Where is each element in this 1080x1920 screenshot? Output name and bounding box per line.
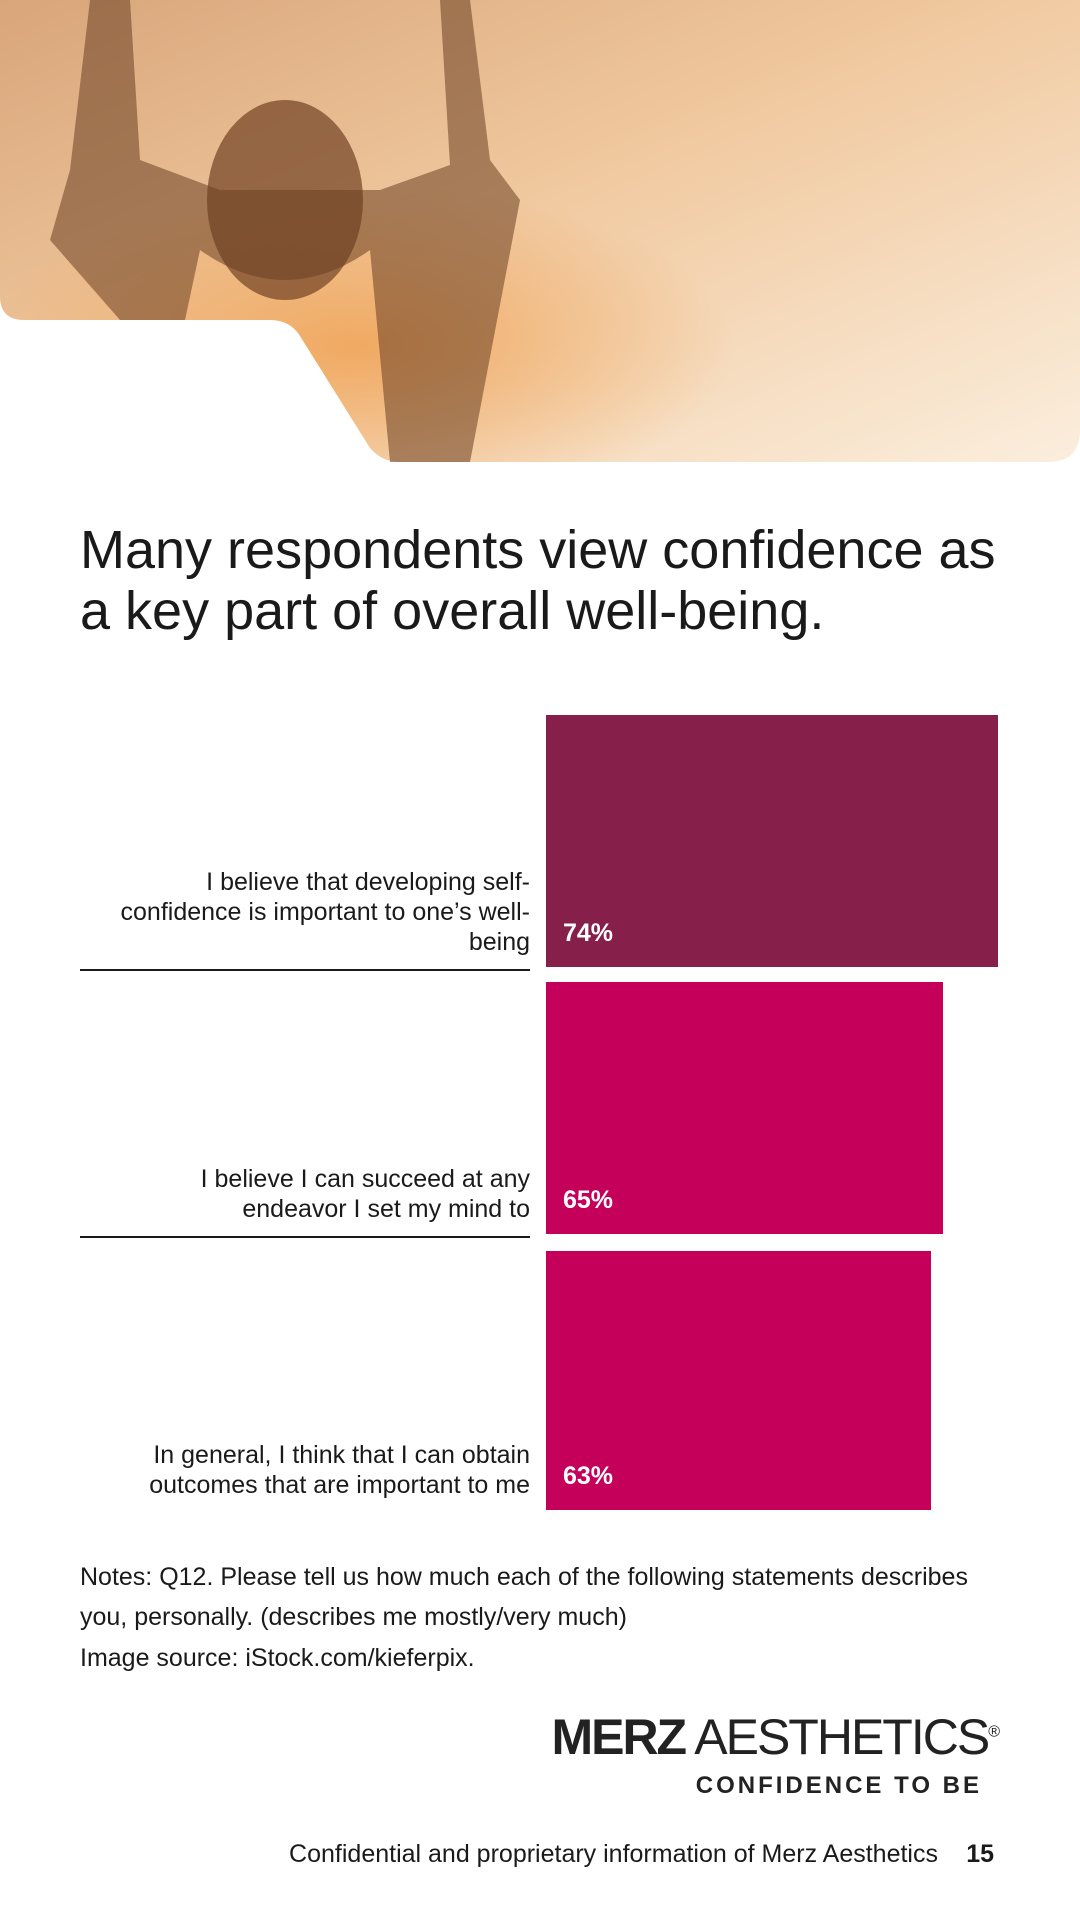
bar-chart: 74% I believe that developing self-confid… xyxy=(0,700,1080,1530)
page-number: 15 xyxy=(966,1840,994,1868)
hero-photo xyxy=(0,0,1080,462)
logo-brand: MERZ xyxy=(551,1709,687,1765)
divider xyxy=(80,1236,530,1238)
bar xyxy=(546,982,944,1234)
bar xyxy=(546,715,999,967)
value-label: 74% xyxy=(563,919,614,947)
category-label: In general, I think that I can obtain ou… xyxy=(149,1441,530,1499)
notes: Notes: Q12. Please tell us how much each… xyxy=(80,1563,968,1631)
tagline: CONFIDENCE TO BE xyxy=(695,1772,982,1799)
bar xyxy=(546,1251,931,1510)
value-label: 65% xyxy=(563,1186,614,1214)
category-label: I believe that developing self-confidenc… xyxy=(120,868,530,956)
value-label: 63% xyxy=(563,1462,614,1490)
logo-mark: ® xyxy=(988,1723,1000,1741)
logo-name: AESTHETICS xyxy=(694,1709,990,1765)
divider xyxy=(80,969,530,971)
title: Many respondents view confidence as a ke… xyxy=(80,520,996,641)
footer-text: Confidential and proprietary information… xyxy=(289,1840,938,1868)
logo: MERZ AESTHETICS® xyxy=(551,1708,1000,1766)
image-source: Image source: iStock.com/kieferpix. xyxy=(80,1644,475,1672)
category-label: I believe I can succeed at any endeavor … xyxy=(200,1165,530,1223)
